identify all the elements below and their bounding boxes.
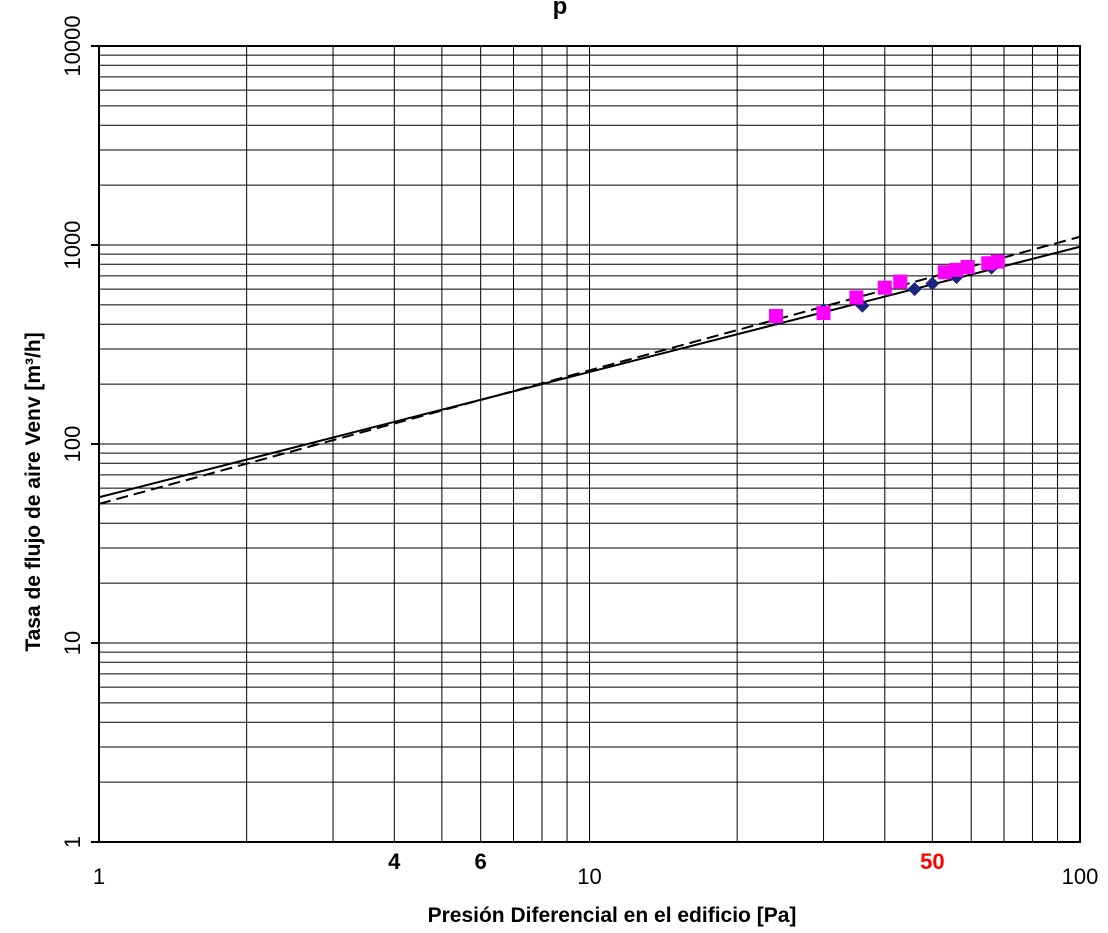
square-point [893,274,908,289]
x-tick-label-6: 6 [475,849,487,874]
square-point [849,290,864,305]
square-point [816,306,831,321]
y-tick-label: 1000 [60,221,85,270]
x-axis-label: Presión Diferencial en el edificio [Pa] [428,904,797,927]
dashed-fit-line [98,235,1081,505]
y-tick-label: 1 [60,836,85,848]
chart-title: p [553,0,568,20]
square-point [877,280,892,295]
square-point [960,260,975,275]
square-point [949,262,964,277]
diamond-point [925,276,940,291]
x-tick-label: 1 [93,864,105,889]
x-tick-label: 100 [1062,864,1099,889]
square-point [937,265,952,280]
x-tick-label: 10 [577,864,601,889]
x-tick-label-4: 4 [388,849,401,874]
data-points [768,254,1005,326]
y-axis-label: Tasa de flujo de aire Venv [m³/h] [22,332,45,651]
y-tick-label: 100 [60,426,85,463]
y-tick-label: 10000 [60,15,85,76]
x-tick-label-50: 50 [920,849,944,874]
square-point [990,254,1005,269]
y-tick-label: 10 [60,631,85,655]
square-point [768,308,783,323]
diamond-point [907,282,922,297]
tick-labels: 1 10 100 4 6 50 1 10 100 1000 10000 [60,15,1098,889]
chart-grid [98,45,1081,843]
